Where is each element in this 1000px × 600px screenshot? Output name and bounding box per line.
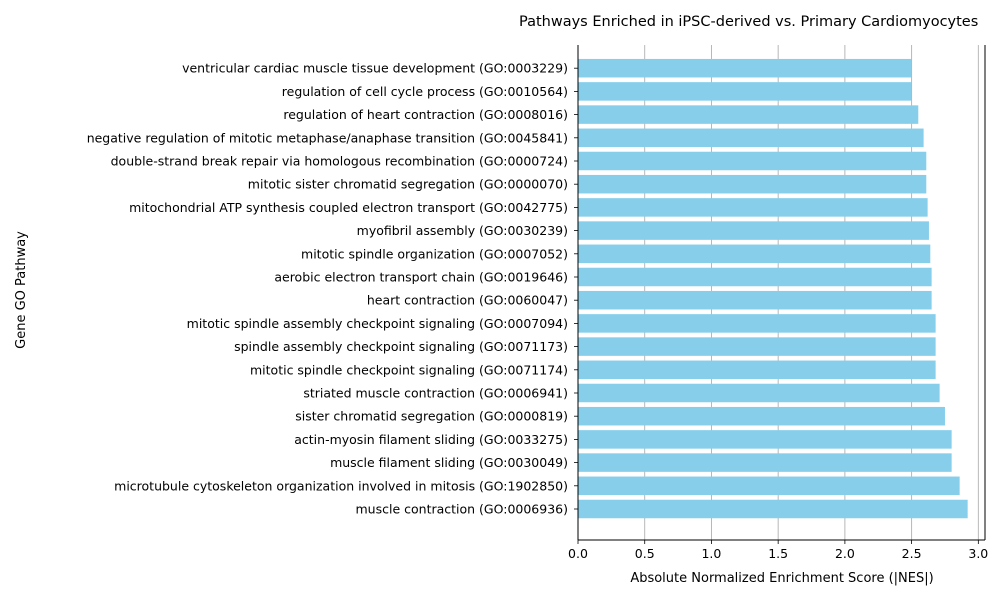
bar — [578, 267, 932, 287]
bar — [578, 174, 927, 194]
category-label: actin-myosin filament sliding (GO:003327… — [294, 432, 568, 447]
bar — [578, 105, 919, 124]
bar — [578, 383, 940, 403]
category-label: microtubule cytoskeleton organization in… — [114, 478, 568, 493]
category-label: muscle filament sliding (GO:0030049) — [330, 455, 568, 470]
category-label: sister chromatid segregation (GO:0000819… — [295, 409, 568, 424]
category-label: mitochondrial ATP synthesis coupled elec… — [129, 200, 568, 215]
bar — [578, 128, 924, 148]
bar — [578, 406, 945, 426]
bar — [578, 453, 952, 472]
category-label: mitotic spindle checkpoint signaling (GO… — [250, 362, 568, 377]
x-tick-label: 3.0 — [968, 546, 988, 561]
x-tick-label: 1.0 — [701, 546, 721, 561]
chart-title: Pathways Enriched in iPSC-derived vs. Pr… — [519, 14, 978, 30]
category-label: double-strand break repair via homologou… — [111, 154, 568, 169]
bar — [578, 151, 927, 171]
category-label: mitotic spindle assembly checkpoint sign… — [187, 316, 568, 331]
x-tick-label: 0.5 — [635, 546, 655, 561]
category-label: heart contraction (GO:0060047) — [367, 293, 568, 308]
bar — [578, 430, 952, 449]
category-label: spindle assembly checkpoint signaling (G… — [234, 339, 568, 354]
x-tick-label: 2.0 — [835, 546, 855, 561]
y-axis-label: Gene GO Pathway — [14, 231, 29, 349]
category-label: muscle contraction (GO:0006936) — [356, 502, 569, 517]
bar — [578, 82, 912, 101]
category-label: striated muscle contraction (GO:0006941) — [303, 386, 568, 401]
category-label: regulation of heart contraction (GO:0008… — [283, 107, 568, 122]
category-label: mitotic sister chromatid segregation (GO… — [248, 177, 568, 192]
bar — [578, 476, 960, 496]
bar — [578, 58, 912, 78]
bar — [578, 221, 929, 240]
category-label: myofibril assembly (GO:0030239) — [357, 223, 568, 238]
bar — [578, 314, 936, 333]
category-label: negative regulation of mitotic metaphase… — [87, 130, 568, 145]
bar — [578, 499, 968, 519]
category-label: regulation of cell cycle process (GO:001… — [282, 84, 568, 99]
x-tick-label: 0.0 — [568, 546, 588, 561]
category-label: ventricular cardiac muscle tissue develo… — [182, 61, 568, 76]
bar — [578, 290, 932, 310]
label-layer: muscle contraction (GO:0006936) microtubu… — [87, 61, 989, 561]
x-tick-label: 2.5 — [902, 546, 922, 561]
category-label: aerobic electron transport chain (GO:001… — [274, 270, 568, 285]
x-axis-label: Absolute Normalized Enrichment Score (|N… — [630, 571, 933, 586]
bar — [578, 244, 931, 264]
axes-layer — [574, 45, 986, 544]
bar — [578, 198, 928, 217]
bar — [578, 360, 936, 380]
bar-layer — [578, 58, 968, 519]
bar — [578, 337, 936, 356]
category-label: mitotic spindle organization (GO:0007052… — [301, 246, 568, 261]
x-tick-label: 1.5 — [768, 546, 788, 561]
